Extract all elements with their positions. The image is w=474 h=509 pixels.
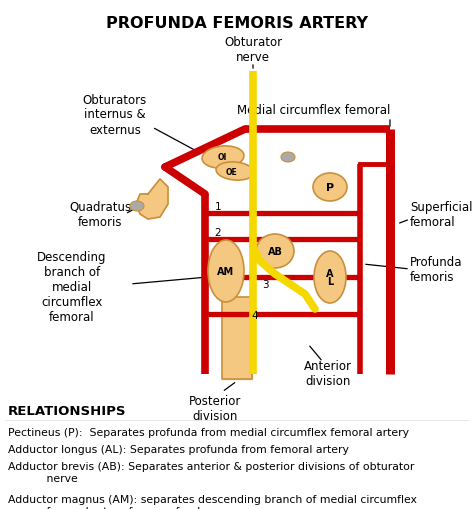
Ellipse shape bbox=[313, 174, 347, 202]
Text: Quadratus
femoris: Quadratus femoris bbox=[69, 201, 131, 229]
Ellipse shape bbox=[314, 251, 346, 303]
Ellipse shape bbox=[208, 241, 244, 302]
Polygon shape bbox=[136, 180, 168, 219]
Text: PROFUNDA FEMORIS ARTERY: PROFUNDA FEMORIS ARTERY bbox=[106, 16, 368, 31]
Text: Adductor magnus (AM): separates descending branch of medial circumflex
         : Adductor magnus (AM): separates descendi… bbox=[8, 494, 417, 509]
Text: Medial circumflex femoral: Medial circumflex femoral bbox=[237, 103, 390, 116]
Text: Posterior
division: Posterior division bbox=[189, 394, 241, 422]
Text: P: P bbox=[326, 183, 334, 192]
Ellipse shape bbox=[281, 153, 295, 163]
Text: Obturators
internus &
externus: Obturators internus & externus bbox=[83, 93, 147, 136]
Text: Profunda
femoris: Profunda femoris bbox=[410, 256, 463, 284]
Text: AB: AB bbox=[267, 246, 283, 257]
Text: Superficial
femoral: Superficial femoral bbox=[410, 201, 473, 229]
Text: Descending
branch of
medial
circumflex
femoral: Descending branch of medial circumflex f… bbox=[37, 251, 107, 324]
Text: Anterior
division: Anterior division bbox=[304, 359, 352, 387]
Ellipse shape bbox=[130, 202, 144, 212]
Text: Obturator
nerve: Obturator nerve bbox=[224, 36, 282, 64]
Ellipse shape bbox=[256, 235, 294, 268]
Ellipse shape bbox=[202, 147, 244, 169]
Text: Adductor brevis (AB): Separates anterior & posterior divisions of obturator
    : Adductor brevis (AB): Separates anterior… bbox=[8, 461, 414, 483]
Polygon shape bbox=[222, 297, 252, 379]
Text: OI: OI bbox=[217, 153, 227, 162]
Text: 4: 4 bbox=[252, 310, 258, 320]
Text: AM: AM bbox=[218, 267, 235, 276]
Text: 2: 2 bbox=[215, 228, 221, 238]
Ellipse shape bbox=[216, 162, 254, 181]
Text: 1: 1 bbox=[215, 202, 221, 212]
Text: A
L: A L bbox=[326, 268, 334, 287]
Text: OE: OE bbox=[226, 168, 238, 177]
Text: Pectineus (P):  Separates profunda from medial circumflex femoral artery: Pectineus (P): Separates profunda from m… bbox=[8, 427, 409, 437]
Text: RELATIONSHIPS: RELATIONSHIPS bbox=[8, 404, 127, 417]
Text: Adductor longus (AL): Separates profunda from femoral artery: Adductor longus (AL): Separates profunda… bbox=[8, 444, 349, 454]
Text: 3: 3 bbox=[262, 279, 268, 290]
